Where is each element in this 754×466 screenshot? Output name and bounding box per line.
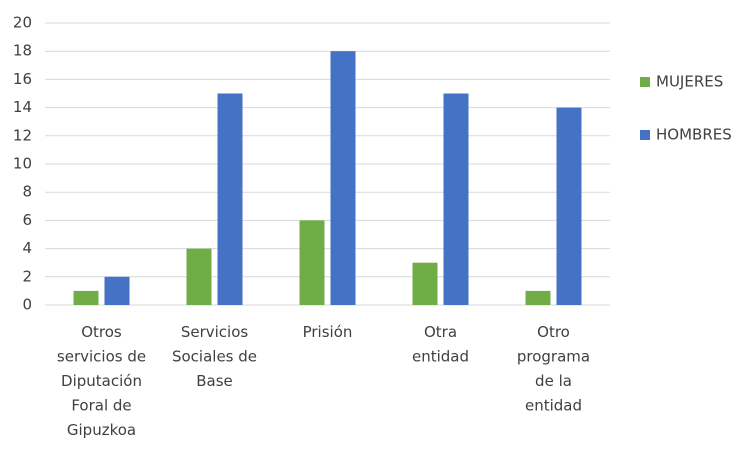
y-tick-label: 8	[22, 183, 32, 201]
legend-swatch	[640, 77, 650, 87]
bar	[412, 262, 438, 305]
y-tick-label: 18	[13, 42, 32, 60]
bar	[525, 290, 551, 305]
legend-label: MUJERES	[656, 73, 723, 91]
bar	[556, 107, 582, 305]
x-tick-label: Otro programa de la entidad	[517, 323, 590, 415]
y-tick-label: 16	[13, 70, 32, 88]
bar	[73, 290, 99, 305]
x-tick-label: Prisión	[303, 323, 353, 341]
y-tick-label: 2	[22, 267, 32, 285]
y-tick-label: 20	[13, 14, 32, 32]
y-tick-label: 14	[13, 98, 32, 116]
y-tick-label: 12	[13, 126, 32, 144]
y-tick-label: 4	[22, 239, 32, 257]
bar	[330, 51, 356, 306]
x-tick-label: Servicios Sociales de Base	[172, 323, 257, 390]
bar	[217, 93, 243, 305]
legend-label: HOMBRES	[656, 126, 732, 144]
x-tick-label: Otros servicios de Diputación Foral de Gipuz…	[57, 323, 146, 439]
y-tick-label: 6	[22, 211, 32, 229]
y-tick-label: 0	[22, 296, 32, 314]
bar	[443, 93, 469, 305]
legend-swatch	[640, 130, 650, 140]
bar	[186, 248, 212, 305]
bar	[104, 276, 130, 305]
x-tick-label: Otra entidad	[412, 323, 469, 366]
bar	[299, 220, 325, 305]
y-tick-label: 10	[13, 155, 32, 173]
